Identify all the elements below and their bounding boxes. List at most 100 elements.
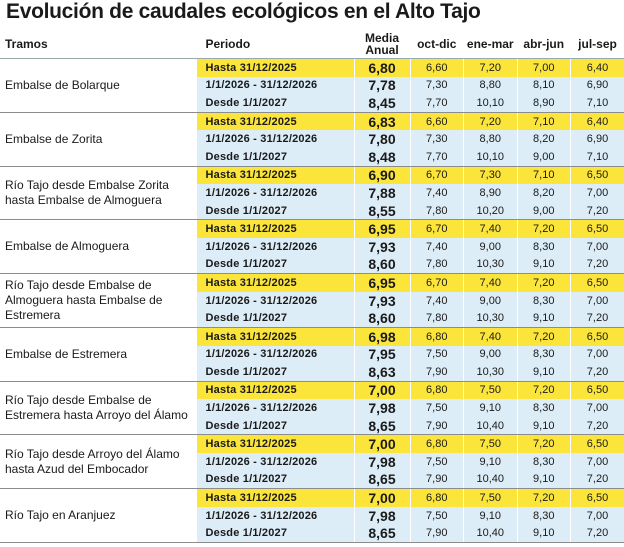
table-row: Desde 1/1/2027 8,63 7,90 10,30 9,10 7,20 <box>0 363 624 382</box>
ene-mar-cell: 10,40 <box>463 470 517 490</box>
ene-mar-cell: 8,80 <box>463 76 517 95</box>
table-row: Embalse de Bolarque Hasta 31/12/2025 6,80 6… <box>0 58 624 113</box>
media-anual-cell: 8,65 <box>353 416 410 436</box>
jul-sep-cell: 7,00 <box>570 506 624 525</box>
jul-sep-cell: 6,50 <box>570 434 624 454</box>
abr-jun-cell: 7,10 <box>516 166 571 185</box>
ene-mar-cell: 7,20 <box>463 112 517 131</box>
periodo-cell: Hasta 31/12/2025 <box>195 434 354 454</box>
table-row: Desde 1/1/2027 8,65 7,90 10,40 9,10 7,20 <box>0 470 624 490</box>
ene-mar-cell: 7,40 <box>463 273 517 292</box>
table-row: 1/1/2026 - 31/12/2026 7,93 7,40 9,00 8,30 7,0… <box>0 291 624 310</box>
header-oct-dic: oct-dic <box>409 30 464 59</box>
oct-dic-cell: 7,40 <box>409 184 464 202</box>
abr-jun-cell: 9,10 <box>516 255 571 275</box>
media-anual-cell: 8,63 <box>353 363 410 382</box>
media-anual-cell: 6,90 <box>353 166 410 185</box>
header-jul-sep: jul-sep <box>570 30 624 59</box>
oct-dic-cell: 6,80 <box>409 327 464 346</box>
periodo-cell: Hasta 31/12/2025 <box>195 273 354 292</box>
media-anual-cell: 8,65 <box>353 470 410 490</box>
tramo-name: Río Tajo en Aranjuez <box>0 488 196 544</box>
periodo-cell: Hasta 31/12/2025 <box>195 381 354 400</box>
jul-sep-cell: 7,20 <box>570 416 624 436</box>
abr-jun-cell: 8,30 <box>516 399 571 417</box>
tramo-name: Río Tajo desde Embalse Zorita hasta Emba… <box>0 166 196 221</box>
jul-sep-cell: 7,00 <box>570 453 624 471</box>
table-row: 1/1/2026 - 31/12/2026 7,80 7,30 8,80 8,20 6,9… <box>0 130 624 148</box>
abr-jun-cell: 8,20 <box>516 184 571 202</box>
table-row: Río Tajo en Aranjuez Hasta 31/12/2025 7,00… <box>0 488 624 544</box>
abr-jun-cell: 9,10 <box>516 470 571 490</box>
jul-sep-cell: 7,20 <box>570 363 624 382</box>
table-row: Desde 1/1/2027 8,45 7,70 10,10 8,90 7,10 <box>0 94 624 113</box>
table-header-row: Tramos Periodo Media Anual oct-dic ene-m… <box>0 30 624 59</box>
abr-jun-cell: 7,00 <box>516 58 571 77</box>
jul-sep-cell: 6,50 <box>570 488 624 507</box>
header-ene-mar: ene-mar <box>463 30 517 59</box>
oct-dic-cell: 7,50 <box>409 399 464 417</box>
jul-sep-cell: 7,10 <box>570 147 624 167</box>
jul-sep-cell: 6,50 <box>570 219 624 238</box>
abr-jun-cell: 9,00 <box>516 147 571 167</box>
header-media-line1: Media <box>364 31 399 45</box>
media-anual-cell: 8,60 <box>353 309 410 328</box>
jul-sep-cell: 7,10 <box>570 94 624 113</box>
periodo-cell: 1/1/2026 - 31/12/2026 <box>195 506 354 525</box>
oct-dic-cell: 6,80 <box>409 434 464 454</box>
table-row: Río Tajo desde Arroyo del Álamo hasta Az… <box>0 434 624 490</box>
media-anual-cell: 6,95 <box>353 219 410 238</box>
media-anual-cell: 7,98 <box>353 453 410 471</box>
media-anual-cell: 7,93 <box>353 237 410 256</box>
periodo-cell: Hasta 31/12/2025 <box>195 219 354 238</box>
periodo-cell: Desde 1/1/2027 <box>195 363 354 382</box>
ene-mar-cell: 9,10 <box>463 453 517 471</box>
tramo-name: Embalse de Bolarque <box>0 58 196 113</box>
periodo-cell: Hasta 31/12/2025 <box>195 112 354 131</box>
jul-sep-cell: 6,50 <box>570 327 624 346</box>
table-body: Embalse de Bolarque Hasta 31/12/2025 6,80 6… <box>0 58 624 544</box>
page-title: Evolución de caudales ecológicos en el A… <box>6 0 481 23</box>
oct-dic-cell: 6,70 <box>409 166 464 185</box>
media-anual-cell: 7,78 <box>353 76 410 95</box>
abr-jun-cell: 7,10 <box>516 112 571 131</box>
periodo-cell: Desde 1/1/2027 <box>195 147 354 167</box>
oct-dic-cell: 7,80 <box>409 201 464 221</box>
periodo-cell: Desde 1/1/2027 <box>195 94 354 113</box>
oct-dic-cell: 7,90 <box>409 524 464 544</box>
jul-sep-cell: 7,20 <box>570 255 624 275</box>
media-anual-cell: 7,00 <box>353 434 410 454</box>
oct-dic-cell: 7,80 <box>409 255 464 275</box>
ene-mar-cell: 9,10 <box>463 506 517 525</box>
media-anual-cell: 7,80 <box>353 130 410 148</box>
abr-jun-cell: 8,30 <box>516 345 571 364</box>
table-row: 1/1/2026 - 31/12/2026 7,78 7,30 8,80 8,10 6,9… <box>0 76 624 95</box>
ene-mar-cell: 8,90 <box>463 184 517 202</box>
ene-mar-cell: 7,50 <box>463 434 517 454</box>
oct-dic-cell: 7,50 <box>409 453 464 471</box>
header-media-line2: Anual <box>365 43 399 57</box>
media-anual-cell: 8,48 <box>353 147 410 167</box>
periodo-cell: 1/1/2026 - 31/12/2026 <box>195 291 354 310</box>
jul-sep-cell: 7,00 <box>570 184 624 202</box>
ene-mar-cell: 10,30 <box>463 309 517 328</box>
table-row: 1/1/2026 - 31/12/2026 7,88 7,40 8,90 8,20 7,0… <box>0 184 624 202</box>
oct-dic-cell: 7,70 <box>409 147 464 167</box>
oct-dic-cell: 6,70 <box>409 273 464 292</box>
jul-sep-cell: 6,40 <box>570 112 624 131</box>
table-row: Desde 1/1/2027 8,65 7,90 10,40 9,10 7,20 <box>0 416 624 436</box>
abr-jun-cell: 7,20 <box>516 273 571 292</box>
media-anual-cell: 7,95 <box>353 345 410 364</box>
oct-dic-cell: 7,50 <box>409 506 464 525</box>
oct-dic-cell: 7,90 <box>409 470 464 490</box>
ene-mar-cell: 7,40 <box>463 327 517 346</box>
abr-jun-cell: 9,10 <box>516 416 571 436</box>
table-row: 1/1/2026 - 31/12/2026 7,98 7,50 9,10 8,30 7,0… <box>0 506 624 525</box>
abr-jun-cell: 7,20 <box>516 488 571 507</box>
oct-dic-cell: 7,40 <box>409 237 464 256</box>
oct-dic-cell: 7,90 <box>409 363 464 382</box>
table-row: Desde 1/1/2027 8,48 7,70 10,10 9,00 7,10 <box>0 147 624 167</box>
periodo-cell: Desde 1/1/2027 <box>195 470 354 490</box>
oct-dic-cell: 6,70 <box>409 219 464 238</box>
oct-dic-cell: 7,70 <box>409 94 464 113</box>
